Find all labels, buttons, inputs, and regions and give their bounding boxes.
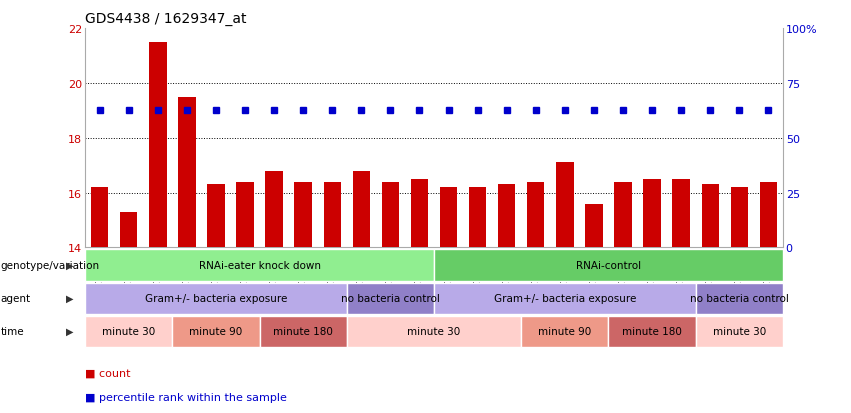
Bar: [701, 185, 719, 248]
Bar: [760, 182, 777, 248]
Text: ▶: ▶: [66, 260, 73, 271]
Text: ▶: ▶: [66, 326, 73, 337]
Bar: [91, 188, 108, 248]
Bar: [469, 188, 486, 248]
Bar: [643, 179, 660, 248]
Text: no bacteria control: no bacteria control: [341, 293, 440, 304]
Text: minute 30: minute 30: [712, 326, 766, 337]
Bar: [237, 182, 254, 248]
Bar: [556, 163, 574, 248]
Text: minute 180: minute 180: [622, 326, 682, 337]
Bar: [294, 182, 311, 248]
Text: agent: agent: [1, 293, 31, 304]
Bar: [352, 171, 370, 248]
Text: minute 90: minute 90: [189, 326, 243, 337]
Bar: [266, 171, 283, 248]
Text: ■ count: ■ count: [85, 368, 130, 377]
Bar: [149, 43, 167, 248]
Text: minute 180: minute 180: [273, 326, 333, 337]
Bar: [585, 204, 603, 248]
Text: minute 30: minute 30: [102, 326, 156, 337]
Text: minute 90: minute 90: [538, 326, 591, 337]
Bar: [120, 212, 137, 248]
Text: RNAi-control: RNAi-control: [576, 260, 641, 271]
Bar: [323, 182, 341, 248]
Text: time: time: [1, 326, 25, 337]
Text: genotype/variation: genotype/variation: [1, 260, 100, 271]
Bar: [381, 182, 399, 248]
Text: RNAi-eater knock down: RNAi-eater knock down: [198, 260, 321, 271]
Bar: [208, 185, 225, 248]
Bar: [178, 97, 196, 248]
Text: GDS4438 / 1629347_at: GDS4438 / 1629347_at: [85, 12, 247, 26]
Bar: [672, 179, 690, 248]
Bar: [411, 179, 428, 248]
Bar: [440, 188, 457, 248]
Text: minute 30: minute 30: [408, 326, 460, 337]
Bar: [614, 182, 631, 248]
Text: ▶: ▶: [66, 293, 73, 304]
Bar: [527, 182, 545, 248]
Text: no bacteria control: no bacteria control: [690, 293, 789, 304]
Bar: [730, 188, 748, 248]
Text: Gram+/- bacteria exposure: Gram+/- bacteria exposure: [494, 293, 636, 304]
Bar: [498, 185, 516, 248]
Text: ■ percentile rank within the sample: ■ percentile rank within the sample: [85, 392, 287, 402]
Text: Gram+/- bacteria exposure: Gram+/- bacteria exposure: [145, 293, 287, 304]
